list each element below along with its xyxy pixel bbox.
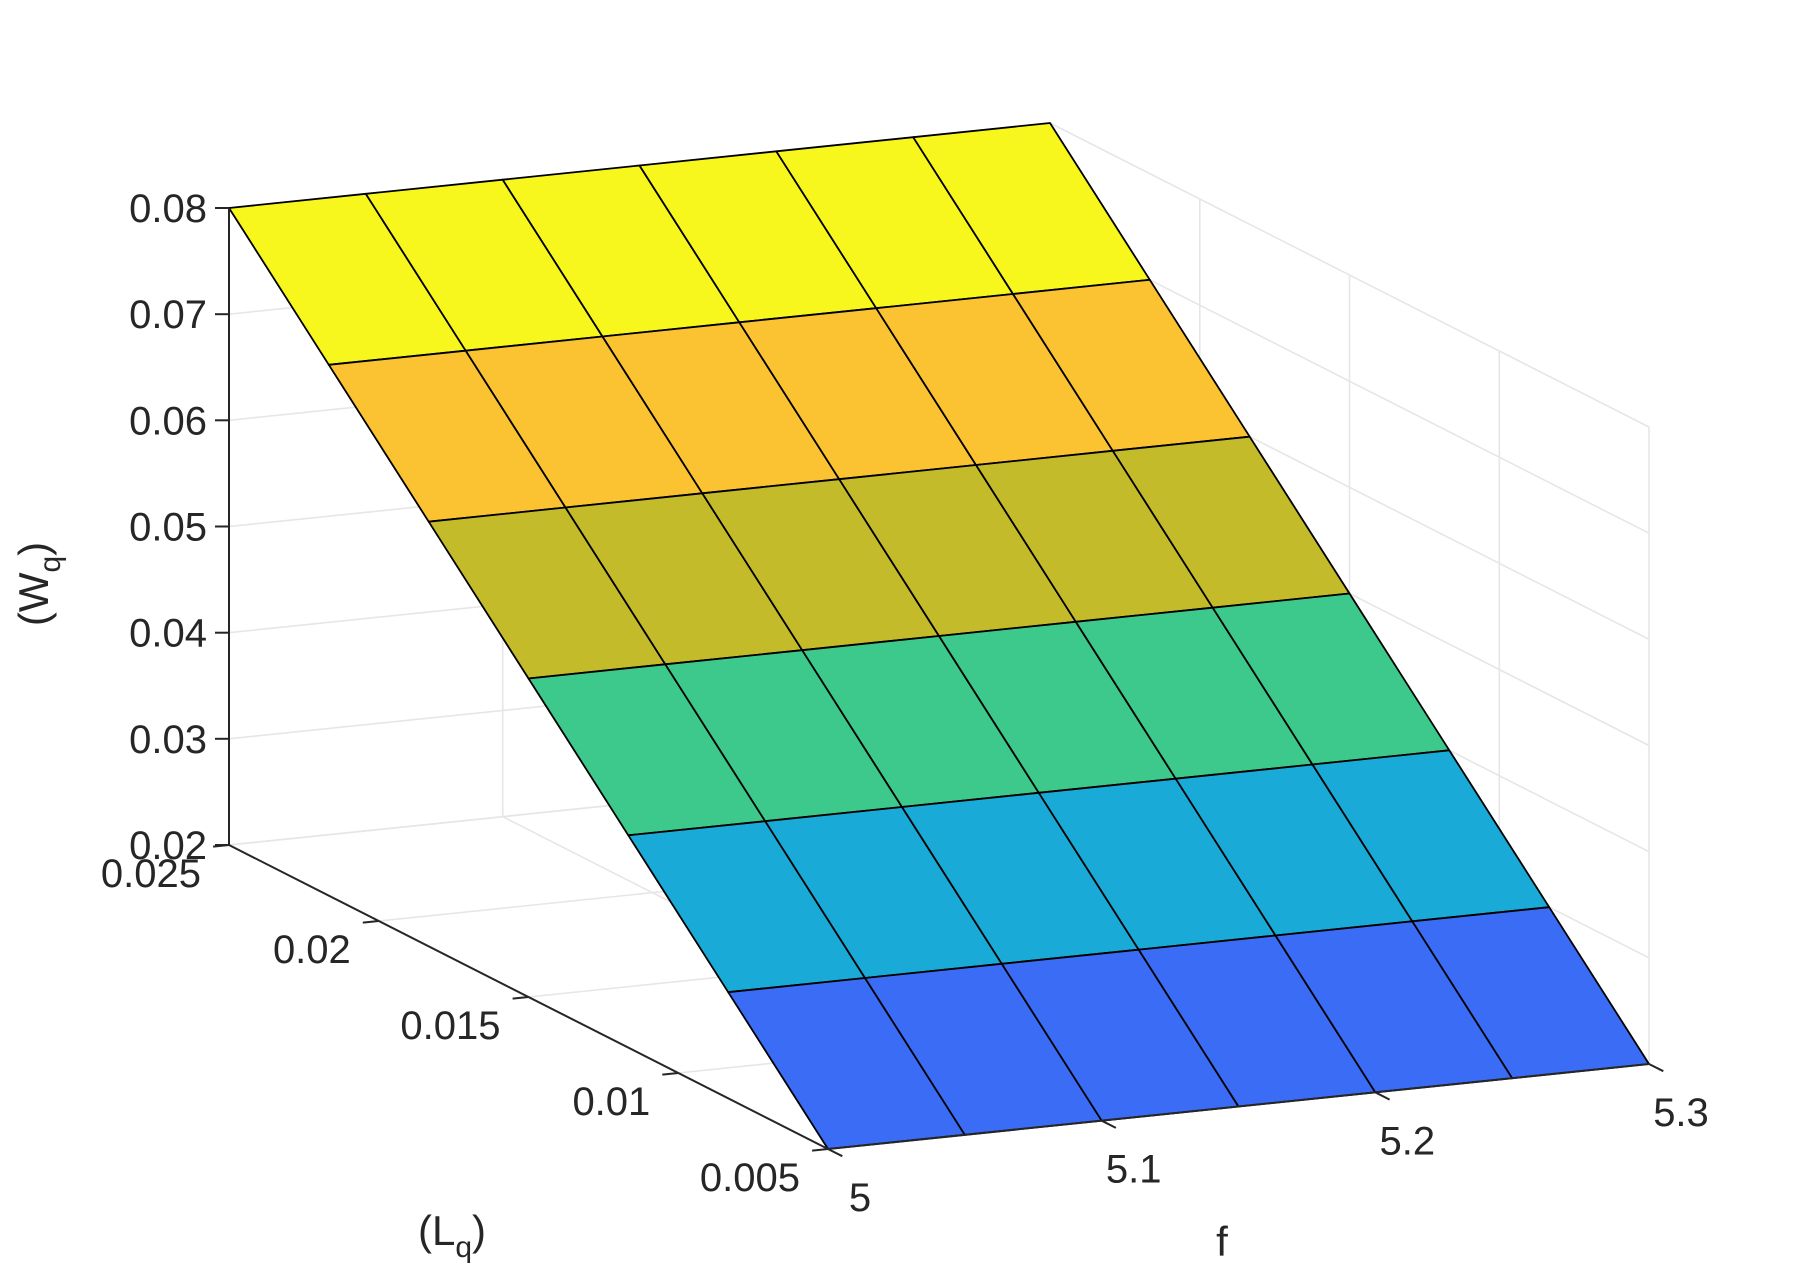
y-tick-label: 0.025	[101, 852, 201, 896]
y-axis-label-sub: q	[455, 1231, 472, 1264]
z-tick-label: 0.08	[129, 187, 207, 231]
x-tick-label: 5.2	[1379, 1119, 1435, 1163]
x-tick	[1374, 1091, 1391, 1101]
y-tick-label: 0.02	[273, 928, 351, 972]
z-tick-label: 0.07	[129, 293, 207, 337]
y-tick-label: 0.005	[700, 1156, 800, 1200]
y-tick	[662, 1072, 679, 1076]
y-tick	[512, 996, 529, 1000]
z-tick-label: 0.04	[129, 612, 207, 656]
z-tick-label: 0.06	[129, 399, 207, 443]
z-tick-label: 0.05	[129, 506, 207, 550]
x-tick	[827, 1148, 843, 1158]
z-tick-label: 0.03	[129, 718, 207, 762]
x-tick	[1101, 1119, 1117, 1129]
surface-layer	[228, 122, 1650, 1150]
y-tick	[362, 920, 379, 924]
y-axis-label-base: (L	[418, 1207, 455, 1254]
z-axis-label: (Wq)	[10, 542, 67, 626]
y-axis-label: (Lq)	[418, 1207, 486, 1264]
y-tick	[811, 1148, 829, 1152]
z-axis-label-close: )	[10, 542, 57, 556]
z-tick-label: 0.02	[129, 824, 207, 868]
grid-line-side-z	[1049, 122, 1650, 428]
x-tick-label: 5.3	[1653, 1091, 1709, 1135]
y-tick	[212, 844, 230, 848]
z-axis-label-sub: q	[34, 556, 67, 573]
y-tick-label: 0.01	[572, 1080, 650, 1124]
z-axis-label-base: (W	[10, 572, 57, 626]
y-axis-label-close: )	[472, 1207, 486, 1254]
x-tick	[1648, 1063, 1664, 1073]
x-tick-label: 5	[849, 1176, 871, 1220]
x-axis-line	[827, 1063, 1650, 1150]
axis-layer: 0.02 0.03 0.04 0.05 0.06 0.07 0.08 0.005 0.01 0.0…	[101, 187, 1709, 1220]
x-tick-label: 5.1	[1106, 1148, 1162, 1192]
y-tick-label: 0.015	[400, 1004, 500, 1048]
axis-labels: f (Lq) (Wq)	[10, 542, 1228, 1265]
x-axis-label: f	[1216, 1218, 1228, 1265]
